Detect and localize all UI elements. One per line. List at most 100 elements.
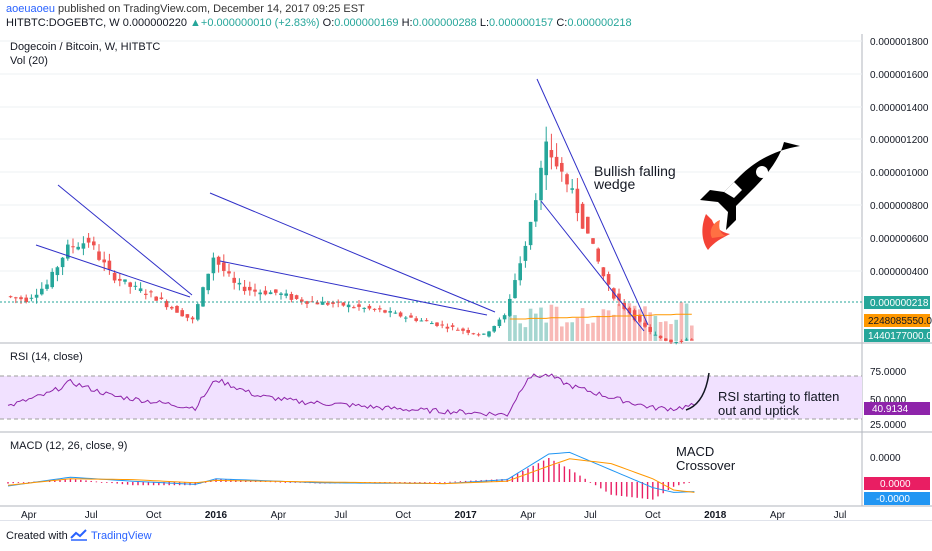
candle-body <box>66 244 70 259</box>
price-tick: 0.000000600 <box>870 234 929 245</box>
macd-histogram-bar <box>147 482 150 486</box>
candle-body <box>133 285 138 287</box>
candle-body <box>45 284 49 289</box>
volume-bar <box>606 310 611 341</box>
candle-body <box>684 339 689 341</box>
wedge-annotation: wedge <box>593 176 635 192</box>
close-value: 0.000000218 <box>567 17 632 29</box>
macd-histogram-bar <box>439 482 441 483</box>
macd-histogram-bar <box>137 482 139 486</box>
macd-histogram-bar <box>414 482 416 483</box>
candle-body <box>513 280 517 299</box>
volume-bar <box>580 308 585 341</box>
candle-body <box>258 292 262 295</box>
macd-histogram-bar <box>142 482 144 486</box>
time-axis-label: Jul <box>85 510 98 520</box>
volume-tag-text: 1440177000.0 <box>868 331 932 342</box>
rsi-value-tag <box>864 402 930 415</box>
volume-bar <box>690 325 694 341</box>
macd-line <box>7 451 695 493</box>
candle-body <box>289 293 294 300</box>
candle-body <box>300 299 304 302</box>
macd-histogram-bar <box>85 480 87 482</box>
candle-body <box>456 329 460 331</box>
macd-histogram-bar <box>419 482 421 483</box>
author-link[interactable]: aoeuaoeu <box>6 3 55 15</box>
candle-body <box>196 304 200 320</box>
candle-body <box>159 297 164 299</box>
candle-body <box>180 310 184 317</box>
chart-svg[interactable]: Dogecoin / Bitcoin, W, HITBTC Vol (20) 0… <box>0 34 932 520</box>
wedge-line-lower <box>540 200 645 332</box>
candle-body <box>362 307 366 309</box>
tradingview-logo-icon <box>70 529 87 541</box>
macd-histogram-bar <box>548 458 550 482</box>
macd-histogram-bar <box>204 482 207 483</box>
candle-body <box>544 141 548 176</box>
candle-body <box>653 334 658 336</box>
time-axis-label: Oct <box>146 510 162 520</box>
volume-bar <box>539 307 543 341</box>
candle-body <box>404 317 408 319</box>
rsi-tick: 50.0000 <box>870 395 907 406</box>
time-axis-label: Jul <box>834 510 847 520</box>
tradingview-brand-link[interactable]: TradingView <box>91 530 152 542</box>
macd-histogram-bar <box>620 482 623 496</box>
chart-area[interactable]: Dogecoin / Bitcoin, W, HITBTC Vol (20) 0… <box>0 34 932 520</box>
price-tick: 0.000001200 <box>870 135 929 146</box>
created-with-label: Created with <box>6 530 68 542</box>
wedge-line-lower <box>219 260 488 316</box>
macd-hist-tag <box>864 477 930 490</box>
macd-histogram-bar <box>646 482 649 499</box>
candle-body <box>424 320 429 322</box>
volume-bar <box>664 321 668 341</box>
macd-histogram-bar <box>579 475 581 482</box>
macd-histogram-bar <box>542 460 545 482</box>
candle-body <box>346 304 351 308</box>
macd-histogram-bar <box>399 482 401 483</box>
last-price-tag <box>864 296 930 309</box>
candle-body <box>440 324 444 326</box>
price-tick: 0.000001800 <box>870 37 929 48</box>
symbol-label: HITBTC:DOGEBTC, W <box>6 17 120 29</box>
candle-body <box>690 339 694 341</box>
macd-hist-tag-text: 0.0000 <box>880 479 911 490</box>
volume-bar <box>534 313 538 341</box>
time-axis-label: 2018 <box>704 510 727 520</box>
macd-histogram-bar <box>605 482 607 492</box>
candle-body <box>669 339 673 343</box>
macd-histogram-bar <box>652 482 654 500</box>
candle-body <box>242 286 247 292</box>
candle-body <box>643 322 647 327</box>
signal-line <box>7 458 695 493</box>
candle-body <box>560 162 564 172</box>
candle-body <box>232 277 236 283</box>
macd-histogram-bar <box>394 482 396 483</box>
macd-histogram-bar <box>527 468 529 482</box>
macd-histogram-bar <box>54 480 56 482</box>
candle-body <box>29 297 34 299</box>
volume-bar <box>586 323 590 341</box>
candle-body <box>554 156 559 167</box>
price-tick: 0.000001400 <box>870 103 929 114</box>
macd-histogram-bar <box>522 471 524 482</box>
volume-bar <box>513 315 517 341</box>
candle-body <box>40 288 44 295</box>
volume-ma-line <box>509 313 692 320</box>
volume-bar <box>596 315 600 341</box>
macd-histogram-bar <box>672 482 675 487</box>
last-price-tag-text: 0.000000218 <box>870 298 929 309</box>
macd-histogram-bar <box>409 482 411 483</box>
time-axis-label: 2017 <box>454 510 477 520</box>
time-axis-label: Apr <box>271 510 287 520</box>
change-value: +0.000000010 (+2.83%) <box>200 17 320 29</box>
candle-body <box>497 319 502 327</box>
candle-body <box>658 335 663 339</box>
candle-body <box>55 267 60 276</box>
macd-histogram-bar <box>12 482 14 484</box>
volume-bar <box>612 314 616 341</box>
candle-body <box>211 257 216 274</box>
wedge-annotation: Bullish falling <box>594 163 676 179</box>
time-axis-label: Jul <box>334 510 347 520</box>
candle-body <box>352 307 356 309</box>
